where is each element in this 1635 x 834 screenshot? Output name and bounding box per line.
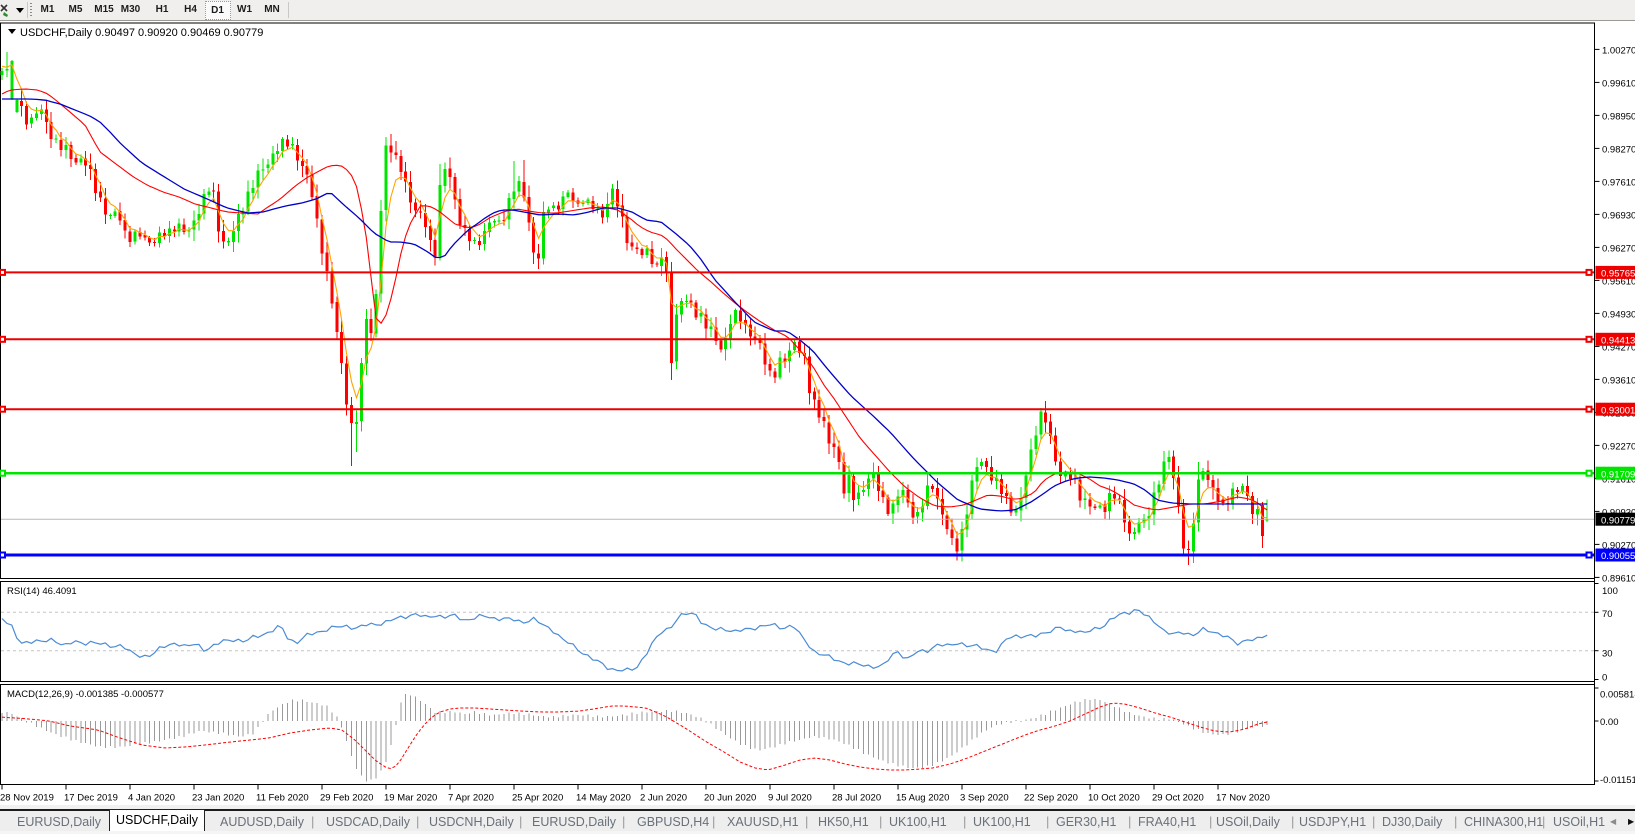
svg-text:0.00: 0.00 [1600, 717, 1619, 728]
svg-text:25 Apr 2020: 25 Apr 2020 [512, 793, 563, 804]
svg-text:0.95765: 0.95765 [1601, 269, 1635, 280]
svg-text:19 Mar 2020: 19 Mar 2020 [384, 793, 437, 804]
svg-text:0.96270: 0.96270 [1602, 243, 1635, 254]
svg-text:15 Aug 2020: 15 Aug 2020 [896, 793, 949, 804]
svg-text:17 Nov 2020: 17 Nov 2020 [1216, 793, 1270, 804]
svg-text:17 Dec 2019: 17 Dec 2019 [64, 793, 118, 804]
svg-text:0.90270: 0.90270 [1602, 540, 1635, 551]
svg-text:RSI(14) 46.4091: RSI(14) 46.4091 [7, 586, 77, 597]
svg-text:USDCHF,Daily 0.90497 0.90920: USDCHF,Daily 0.90497 0.90920 0.90469 0.9… [20, 27, 263, 39]
svg-text:0.94930: 0.94930 [1602, 309, 1635, 320]
svg-text:MACD(12,26,9) -0.001385 -0.000: MACD(12,26,9) -0.001385 -0.000577 [7, 689, 164, 700]
svg-text:0.94270: 0.94270 [1602, 342, 1635, 353]
svg-text:0.90779: 0.90779 [1601, 515, 1635, 526]
svg-text:7 Apr 2020: 7 Apr 2020 [448, 793, 494, 804]
svg-text:0.94413: 0.94413 [1601, 336, 1635, 347]
svg-text:0.96930: 0.96930 [1602, 210, 1635, 221]
svg-text:29 Oct 2020: 29 Oct 2020 [1152, 793, 1204, 804]
svg-text:10 Oct 2020: 10 Oct 2020 [1088, 793, 1140, 804]
svg-text:70: 70 [1602, 609, 1613, 620]
svg-text:22 Sep 2020: 22 Sep 2020 [1024, 793, 1078, 804]
svg-text:100: 100 [1602, 586, 1618, 597]
svg-text:0.98950: 0.98950 [1602, 111, 1635, 122]
svg-text:0.92270: 0.92270 [1602, 441, 1635, 452]
svg-text:11 Feb 2020: 11 Feb 2020 [256, 793, 309, 804]
svg-text:0: 0 [1602, 672, 1607, 683]
svg-text:14 May 2020: 14 May 2020 [576, 793, 631, 804]
svg-text:3 Sep 2020: 3 Sep 2020 [960, 793, 1009, 804]
svg-text:0.89610: 0.89610 [1602, 573, 1635, 584]
svg-text:0.93610: 0.93610 [1602, 375, 1635, 386]
svg-text:0.97610: 0.97610 [1602, 177, 1635, 188]
svg-text:30: 30 [1602, 649, 1613, 660]
svg-text:1.00270: 1.00270 [1602, 45, 1635, 56]
svg-text:20 Jun 2020: 20 Jun 2020 [704, 793, 756, 804]
svg-text:9 Jul 2020: 9 Jul 2020 [768, 793, 812, 804]
svg-text:28 Nov 2019: 28 Nov 2019 [0, 793, 54, 804]
svg-text:29 Feb 2020: 29 Feb 2020 [320, 793, 373, 804]
svg-text:2 Jun 2020: 2 Jun 2020 [640, 793, 687, 804]
svg-text:0.93001: 0.93001 [1601, 405, 1635, 416]
svg-text:-0.01151: -0.01151 [1600, 775, 1635, 786]
svg-text:0.95610: 0.95610 [1602, 276, 1635, 287]
svg-text:0.90055: 0.90055 [1601, 551, 1635, 562]
svg-text:28 Jul 2020: 28 Jul 2020 [832, 793, 881, 804]
svg-text:0.91709: 0.91709 [1601, 469, 1635, 480]
svg-text:0.005818: 0.005818 [1600, 690, 1635, 701]
svg-text:4 Jan 2020: 4 Jan 2020 [128, 793, 175, 804]
svg-text:23 Jan 2020: 23 Jan 2020 [192, 793, 244, 804]
svg-text:0.98270: 0.98270 [1602, 144, 1635, 155]
svg-text:0.91610: 0.91610 [1602, 474, 1635, 485]
svg-text:0.99610: 0.99610 [1602, 78, 1635, 89]
